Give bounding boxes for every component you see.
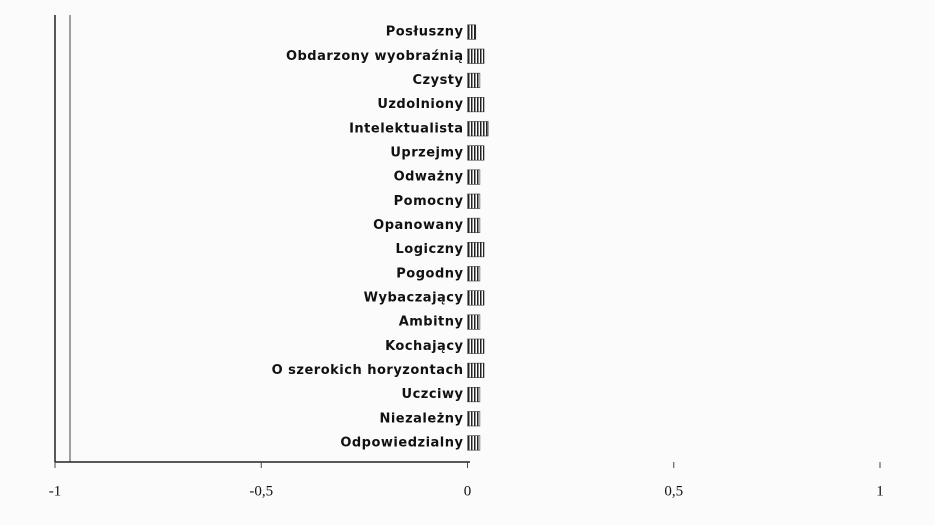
bar: [467, 121, 489, 137]
bar: [467, 217, 481, 233]
bar: [467, 387, 481, 403]
category-label: Kochający: [385, 339, 463, 354]
category-label: Ambitny: [399, 315, 464, 330]
bar: [467, 72, 481, 88]
bar: [467, 314, 481, 330]
bar: [467, 169, 481, 185]
bar: [467, 97, 485, 113]
x-tick-label: -1: [49, 483, 62, 499]
bar: [467, 362, 485, 378]
bar: [467, 24, 477, 40]
category-label: Uprzejmy: [390, 145, 463, 160]
bar: [467, 242, 485, 258]
x-tick-label: 1: [876, 483, 884, 499]
category-label: Czysty: [412, 73, 463, 88]
category-label: Intelektualista: [349, 121, 463, 136]
category-label: Uzdolniony: [377, 97, 463, 112]
x-tick-label: 0,5: [664, 483, 683, 499]
category-label: Wybaczający: [364, 290, 464, 305]
category-label: Logiczny: [396, 242, 464, 257]
category-label: Opanowany: [373, 218, 463, 233]
bar: [467, 435, 481, 451]
bar: [467, 338, 485, 354]
bar: [467, 145, 485, 161]
category-label: Odważny: [394, 170, 464, 185]
category-label: Niezależny: [379, 411, 463, 426]
category-label: Uczciwy: [402, 387, 464, 402]
category-label: Odpowiedzialny: [340, 435, 463, 450]
bar: [467, 193, 481, 209]
bar: [467, 266, 481, 282]
bar: [467, 411, 481, 427]
x-tick-label: -0,5: [249, 483, 273, 499]
category-label: Pomocny: [394, 194, 464, 209]
category-label: Pogodny: [396, 266, 463, 281]
bar: [467, 48, 485, 64]
x-tick-label: 0: [464, 483, 472, 499]
category-label: O szerokich horyzontach: [272, 363, 464, 378]
category-label: Posłuszny: [386, 25, 464, 40]
bar: [467, 290, 485, 306]
category-label: Obdarzony wyobraźnią: [286, 49, 464, 64]
